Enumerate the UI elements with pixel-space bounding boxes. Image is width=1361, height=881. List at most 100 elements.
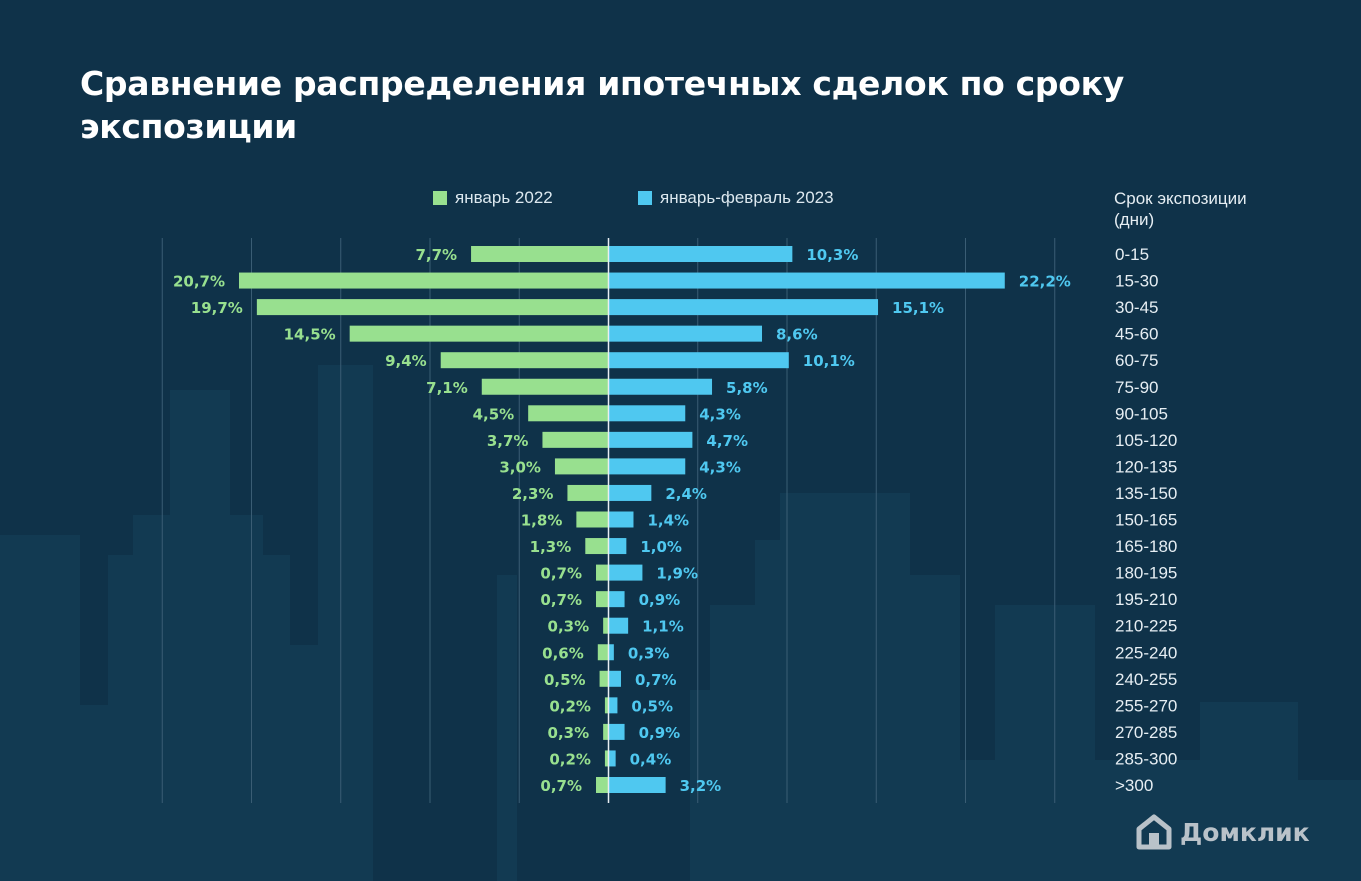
category-tick-label: 195-210 (1115, 590, 1177, 609)
category-tick-label: 75-90 (1115, 378, 1158, 397)
category-tick-label: >300 (1115, 776, 1153, 795)
data-label-2023: 0,4% (630, 750, 672, 768)
data-label-2023: 8,6% (776, 326, 818, 344)
bar-2023 (608, 325, 763, 342)
category-axis-title: Срок экспозиции (дни) (1114, 188, 1247, 230)
category-tick-label: 30-45 (1115, 298, 1158, 317)
data-label-2022: 0,7% (540, 591, 582, 609)
legend-item-2022: январь 2022 (433, 188, 553, 208)
logo-text: Домклик (1180, 817, 1310, 847)
data-label-2023: 5,8% (726, 379, 768, 397)
data-label-2022: 3,0% (499, 458, 541, 476)
bar-2023 (608, 352, 789, 369)
category-tick-label: 180-195 (1115, 564, 1177, 583)
bar-2022 (542, 431, 609, 448)
data-label-2022: 0,7% (540, 565, 582, 583)
domclick-logo: Домклик (1136, 813, 1310, 851)
category-tick-label: 240-255 (1115, 670, 1177, 689)
data-label-2022: 0,7% (540, 777, 582, 795)
house-logo-icon (1136, 814, 1172, 850)
data-label-2023: 4,3% (699, 405, 741, 423)
bar-2022 (256, 299, 609, 316)
chart-title: Сравнение распределения ипотечных сделок… (80, 64, 1124, 146)
data-label-2023: 15,1% (892, 299, 944, 317)
category-tick-label: 165-180 (1115, 537, 1177, 556)
legend-swatch-2023 (638, 191, 652, 205)
bar-2022 (585, 538, 609, 555)
bar-2023 (608, 511, 634, 528)
data-label-2023: 1,0% (640, 538, 682, 556)
legend-label-2023: январь-февраль 2023 (660, 188, 834, 207)
data-label-2022: 9,4% (385, 352, 427, 370)
bar-2022 (603, 723, 609, 740)
bar-2023 (608, 564, 643, 581)
axis-title-text: Срок экспозиции (дни) (1114, 189, 1247, 229)
bar-2022 (440, 352, 609, 369)
bar-2022 (528, 405, 609, 422)
data-label-2022: 7,1% (426, 379, 468, 397)
data-label-2023: 0,9% (639, 724, 681, 742)
data-label-2023: 0,7% (635, 671, 677, 689)
bar-2023 (608, 299, 879, 316)
data-label-2023: 22,2% (1019, 273, 1071, 291)
data-label-2022: 19,7% (191, 299, 243, 317)
data-label-2022: 0,5% (544, 671, 586, 689)
category-tick-label: 90-105 (1115, 404, 1168, 423)
data-label-2022: 2,3% (512, 485, 554, 503)
data-label-2022: 1,8% (521, 512, 563, 530)
bar-2023 (608, 750, 616, 767)
category-tick-label: 255-270 (1115, 696, 1177, 715)
bar-2022 (471, 246, 609, 262)
bar-2022 (596, 591, 609, 608)
category-tick-label: 45-60 (1115, 325, 1158, 344)
data-label-2022: 0,3% (548, 724, 590, 742)
data-label-2022: 7,7% (415, 246, 457, 264)
category-tick-label: 285-300 (1115, 749, 1177, 768)
bar-2022 (596, 564, 609, 581)
bar-2022 (239, 272, 609, 289)
data-label-2022: 3,7% (487, 432, 529, 450)
category-tick-label: 60-75 (1115, 351, 1158, 370)
data-label-2023: 10,3% (806, 246, 858, 264)
legend-label-2022: январь 2022 (455, 188, 553, 207)
bar-2022 (597, 644, 609, 661)
data-label-2023: 2,4% (665, 485, 707, 503)
bar-2022 (481, 378, 609, 395)
bar-2023 (608, 697, 618, 714)
data-label-2023: 3,2% (680, 777, 722, 795)
bar-2022 (604, 697, 609, 714)
bar-2023 (608, 723, 625, 740)
bar-2022 (349, 325, 609, 342)
data-label-2023: 1,9% (656, 565, 698, 583)
category-tick-label: 135-150 (1115, 484, 1177, 503)
bar-2023 (608, 777, 666, 793)
bar-2023 (608, 484, 652, 501)
bar-2022 (576, 511, 609, 528)
data-label-2023: 10,1% (803, 352, 855, 370)
data-label-2022: 4,5% (473, 405, 515, 423)
data-label-2022: 20,7% (173, 273, 225, 291)
data-label-2023: 0,3% (628, 644, 670, 662)
data-label-2023: 1,1% (642, 618, 684, 636)
bar-2023 (608, 644, 614, 661)
bar-2023 (608, 670, 621, 687)
bar-2023 (608, 431, 693, 448)
data-label-2023: 1,4% (647, 512, 689, 530)
bar-2022 (603, 617, 609, 634)
category-tick-label: 0-15 (1115, 245, 1149, 264)
data-label-2022: 0,3% (548, 618, 590, 636)
category-tick-label: 105-120 (1115, 431, 1177, 450)
category-tick-label: 225-240 (1115, 643, 1177, 662)
data-label-2022: 0,6% (542, 644, 584, 662)
bar-2022 (599, 670, 609, 687)
legend-swatch-2022 (433, 191, 447, 205)
data-label-2023: 4,3% (699, 458, 741, 476)
bar-2023 (608, 405, 686, 422)
legend-item-2023: январь-февраль 2023 (638, 188, 834, 208)
category-tick-label: 120-135 (1115, 457, 1177, 476)
category-tick-label: 15-30 (1115, 272, 1158, 291)
data-label-2023: 0,5% (631, 697, 673, 715)
category-tick-label: 270-285 (1115, 723, 1177, 742)
